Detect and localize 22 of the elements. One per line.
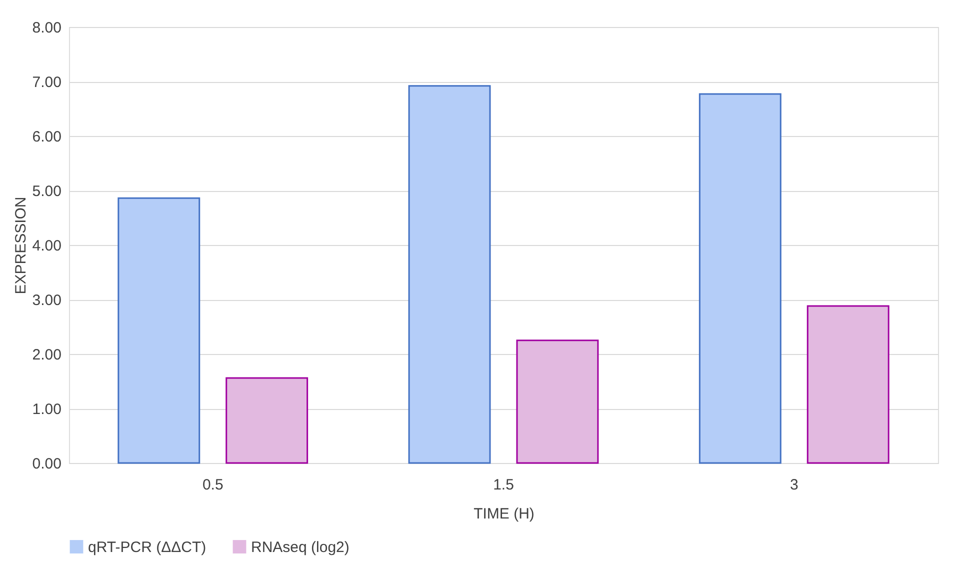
y-tick-label: 3.00	[32, 292, 62, 309]
x-tick-label: 0.5	[202, 476, 224, 494]
y-tick-label: 5.00	[32, 183, 62, 200]
bar	[226, 377, 308, 464]
bar	[408, 85, 491, 464]
y-tick-label: 2.00	[32, 346, 62, 364]
bar	[698, 93, 782, 464]
y-tick-label: 7.00	[32, 74, 62, 91]
y-tick-label: 4.00	[32, 238, 62, 254]
x-tick-label: 3	[790, 476, 798, 494]
x-tick-label: 1.5	[493, 476, 514, 494]
y-tick-label: 8.00	[32, 20, 62, 36]
legend-label: RNAseq (log2)	[251, 538, 350, 556]
bar	[806, 305, 890, 464]
y-tick-label: 0.00	[32, 456, 62, 472]
legend-label: qRT-PCR (ΔΔCT)	[88, 538, 206, 556]
y-tick-label: 6.00	[32, 128, 62, 146]
y-axis-title: EXPRESSION	[12, 196, 30, 294]
y-tick-label: 1.00	[32, 401, 62, 418]
bar	[516, 340, 599, 464]
bar	[118, 197, 200, 464]
x-axis-title: TIME (H)	[474, 506, 534, 522]
